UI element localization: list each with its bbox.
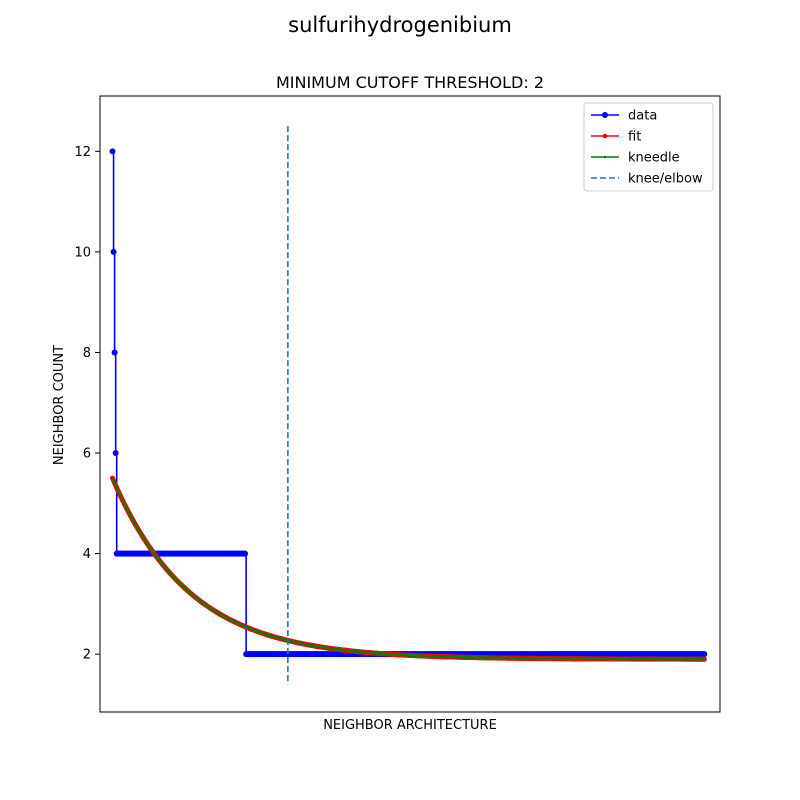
data-point	[109, 148, 116, 155]
x-axis-label: NEIGHBOR ARCHITECTURE	[323, 718, 497, 733]
y-axis-label: NEIGHBOR COUNT	[52, 345, 67, 465]
plot-area	[109, 126, 708, 685]
legend: data fit kneedle knee/elbow	[583, 102, 714, 192]
kneedle-point	[130, 515, 133, 519]
legend-label: fit	[628, 130, 641, 145]
kneedle-point	[120, 497, 124, 501]
kneedle-point	[113, 481, 116, 485]
axes-frame	[99, 95, 721, 713]
legend-box	[583, 102, 714, 192]
y-tick-label: 12	[74, 145, 91, 160]
legend-entry: fit	[591, 130, 641, 145]
kneedle-point	[703, 657, 706, 661]
data-point	[701, 651, 708, 658]
kneedle-point	[128, 513, 132, 517]
data-point	[112, 450, 119, 457]
kneedle-point	[114, 484, 117, 487]
kneedle-point	[124, 506, 128, 509]
kneedle-point	[123, 503, 127, 507]
y-tick-label: 8	[83, 346, 91, 361]
y-tick-label: 10	[74, 245, 91, 260]
kneedle-point	[112, 479, 115, 482]
chart-title: MINIMUM CUTOFF THRESHOLD: 2	[276, 73, 544, 92]
legend-marker	[602, 133, 608, 139]
legend-label: data	[628, 109, 657, 124]
legend-marker	[603, 155, 607, 159]
legend-entry: knee/elbow	[591, 172, 703, 187]
legend-entry: data	[591, 109, 657, 124]
kneedle-point	[126, 510, 130, 513]
kneedle-point	[115, 486, 119, 489]
data-point	[111, 349, 118, 356]
data-point	[110, 248, 117, 255]
kneedle-point	[121, 499, 125, 503]
kneedle-point	[111, 476, 114, 480]
y-axis-ticks: 2 4 6 8 10 12	[74, 145, 100, 663]
figure-suptitle: sulfurihydrogenibium	[288, 13, 512, 37]
kneedle-point	[127, 512, 131, 515]
kneedle-point	[119, 495, 123, 499]
legend-label: kneedle	[628, 151, 680, 166]
kneedle-point	[118, 493, 122, 496]
y-tick-label: 2	[83, 648, 91, 663]
legend-marker	[602, 112, 608, 118]
y-tick-label: 6	[83, 447, 91, 462]
kneedle-series-markers	[111, 476, 706, 661]
y-tick-label: 4	[83, 547, 91, 562]
kneedle-point	[122, 501, 126, 505]
data-point	[242, 550, 249, 557]
kneedle-point	[117, 490, 121, 494]
kneedle-point	[125, 508, 129, 511]
legend-label: knee/elbow	[628, 172, 703, 187]
legend-entry: kneedle	[591, 151, 680, 166]
kneedle-point	[116, 488, 120, 492]
